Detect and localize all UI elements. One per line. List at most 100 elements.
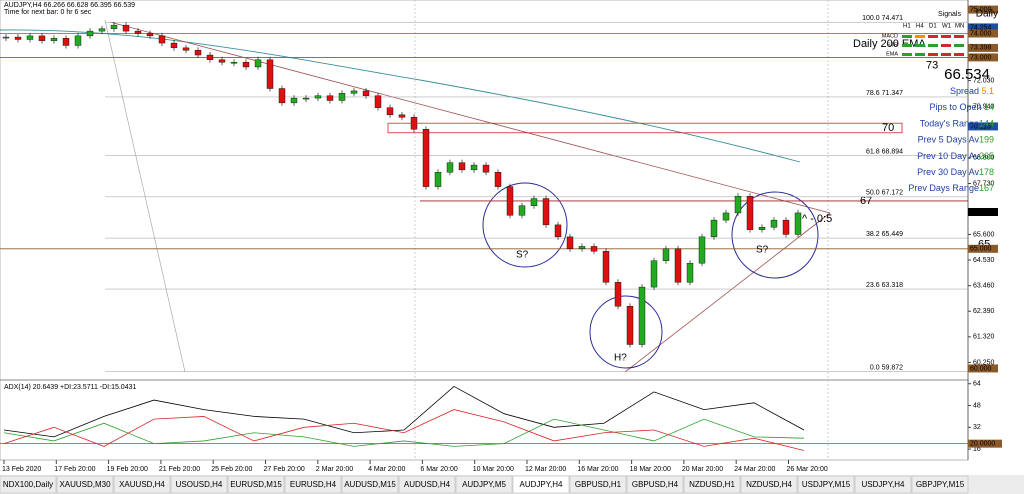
x-tick-label: 18 Mar 20:00 [630, 466, 671, 473]
stat-label: Prev 5 Days Av [918, 135, 980, 145]
symbol-line: AUDJPY,H4 66.266 66.628 66.395 66.539 [4, 2, 135, 9]
candle [506, 186, 514, 216]
candle [422, 128, 430, 187]
tab-label[interactable]: GBPUSD,H4 [632, 480, 679, 489]
candle [770, 219, 778, 228]
tab-label[interactable]: XAUUSD,M30 [59, 480, 111, 489]
stat-label: Prev 30 Day Av [917, 167, 979, 177]
signal-cell [915, 53, 925, 56]
signal-cell [941, 35, 951, 38]
candle [242, 62, 250, 68]
tab-label[interactable]: EURUSD,H4 [290, 480, 337, 489]
tab-label[interactable]: AUDJPY,M5 [462, 480, 506, 489]
candle [98, 28, 106, 32]
stat-label: Prev 10 Day Av [917, 151, 979, 161]
candle [710, 219, 718, 238]
pattern-circle [589, 295, 663, 369]
x-tick-label: 4 Mar 20:00 [368, 466, 405, 473]
annotation: S? [756, 245, 769, 256]
tab[interactable] [797, 475, 855, 494]
price-marker-box [968, 364, 998, 373]
candle [758, 227, 766, 230]
tab-label[interactable]: NZDUSD,H1 [689, 480, 735, 489]
candle [578, 246, 586, 250]
tab[interactable] [0, 475, 57, 494]
stat-label: Spread [950, 86, 982, 96]
tab-label[interactable]: NZDUSD,H4 [746, 480, 792, 489]
tab[interactable] [398, 475, 456, 494]
signal-cell [941, 44, 951, 47]
tab-label[interactable]: AUDJPY,H4 [520, 480, 564, 489]
candle [218, 59, 226, 63]
tab[interactable] [683, 475, 741, 494]
x-tick-label: 10 Mar 20:00 [473, 466, 514, 473]
panel-price: 66.534 [944, 66, 990, 83]
candle [638, 286, 646, 345]
tab[interactable] [341, 475, 399, 494]
fib-label: 61.8 68.894 [866, 148, 903, 155]
adx-tick-label: 48 [973, 402, 981, 409]
tab[interactable] [170, 475, 228, 494]
candle [590, 246, 598, 252]
trend-line [109, 21, 831, 214]
signal-row-label: MACD [882, 33, 898, 39]
candle [350, 90, 358, 94]
tab[interactable] [740, 475, 798, 494]
signal-cell [928, 44, 938, 47]
candle [602, 251, 610, 283]
candle [794, 212, 802, 235]
candle [182, 47, 190, 51]
tab[interactable] [56, 475, 114, 494]
candle [446, 162, 454, 173]
tab[interactable] [854, 475, 912, 494]
tab-label[interactable]: USDJPY,H4 [862, 480, 906, 489]
signal-cell [954, 44, 964, 47]
tab-label[interactable]: NDX100,Daily [3, 480, 53, 489]
tab-label[interactable]: XAUUSD,H4 [119, 480, 165, 489]
signal-row-label: EMA [886, 51, 898, 57]
stat-row: Spread 5.1 [950, 86, 994, 96]
tab-label[interactable]: AUDUSD,H4 [404, 480, 451, 489]
tab-label[interactable]: GBPJPY,M15 [916, 480, 965, 489]
candle [722, 212, 730, 221]
candle [62, 38, 70, 46]
adx-line [3, 409, 805, 451]
tab[interactable] [113, 475, 171, 494]
tab-label[interactable]: EURUSD,M15 [230, 480, 282, 489]
price-marker: 60.000 [968, 364, 998, 373]
candle [146, 33, 154, 37]
signal-cell [941, 53, 951, 56]
x-tick-label: 19 Feb 20:00 [107, 466, 148, 473]
price-marker-box [968, 5, 998, 14]
tab[interactable] [512, 475, 570, 494]
candle [290, 97, 298, 104]
tab-label[interactable]: USDJPY,M15 [802, 480, 851, 489]
tab[interactable] [455, 475, 513, 494]
tab-label[interactable]: AUDUSD,M15 [344, 480, 396, 489]
stat-row: Prev 5 Days Av199 [918, 135, 994, 145]
price-marker-label: 74.000 [970, 30, 992, 37]
candle [2, 36, 10, 39]
tab[interactable] [227, 475, 285, 494]
adx-marker-box [968, 439, 1002, 448]
tab[interactable] [569, 475, 627, 494]
tab[interactable] [284, 475, 342, 494]
tab-label[interactable]: GBPUSD,H1 [575, 480, 622, 489]
x-tick-label: 2 Mar 20:00 [316, 466, 353, 473]
stat-value: 199 [979, 135, 994, 145]
adx-line [3, 418, 805, 447]
candle [122, 24, 130, 32]
stat-value: 265 [979, 151, 994, 161]
y-tick-label: 62.390 [973, 308, 995, 315]
candle [398, 114, 406, 118]
signal-cell [928, 53, 938, 56]
tab[interactable] [911, 475, 969, 494]
stat-row: Prev 30 Day Av178 [917, 167, 994, 177]
candle [206, 54, 214, 61]
x-tick-label: 26 Mar 20:00 [787, 466, 828, 473]
candle [686, 262, 694, 283]
candle [362, 90, 370, 96]
tab-label[interactable]: USOUSD,H4 [176, 480, 223, 489]
tab[interactable] [626, 475, 684, 494]
